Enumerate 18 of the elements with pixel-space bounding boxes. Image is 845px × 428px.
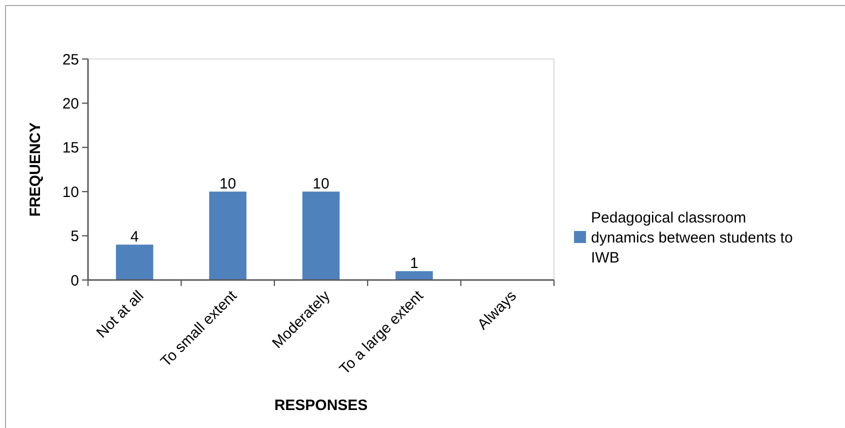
bar	[302, 192, 340, 280]
bar	[116, 244, 154, 280]
y-tick-label: 15	[62, 140, 79, 157]
bar	[209, 192, 246, 280]
y-tick-label: 5	[70, 228, 79, 246]
y-tick-label: 20	[62, 95, 79, 112]
y-tick-label: 10	[62, 184, 79, 201]
x-tick-label: Not at all	[93, 288, 148, 342]
data-label: 1	[410, 255, 418, 272]
data-label: 10	[312, 176, 330, 193]
legend-label: Pedagogical classroom dynamics between students to IWB	[591, 209, 793, 266]
data-label: 10	[219, 176, 236, 193]
x-axis-title: RESPONSES	[274, 397, 368, 414]
data-label: 4	[130, 228, 139, 246]
bar	[396, 271, 433, 280]
y-tick-label: 25	[62, 51, 79, 68]
y-axis-title: FREQUENCY	[27, 122, 44, 217]
y-tick-label: 0	[70, 272, 79, 290]
